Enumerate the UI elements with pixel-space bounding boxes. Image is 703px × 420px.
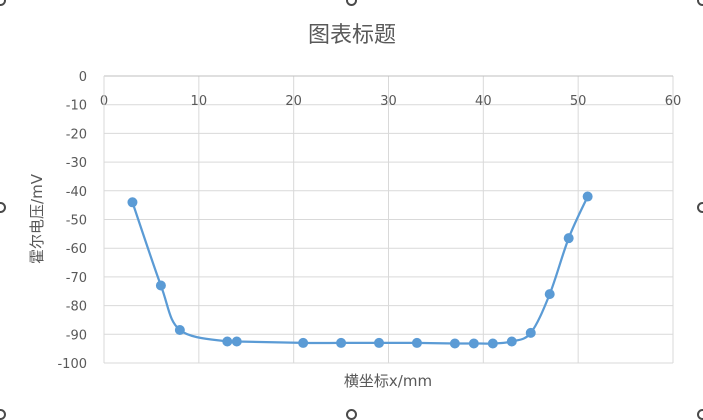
y-tick-label: -20 bbox=[66, 127, 87, 142]
y-tick-label: -10 bbox=[66, 99, 87, 114]
x-tick-label: 10 bbox=[191, 94, 208, 109]
data-point bbox=[128, 198, 137, 207]
data-point bbox=[583, 192, 592, 201]
data-point bbox=[337, 338, 346, 347]
y-tick-label: -70 bbox=[66, 271, 87, 286]
series-line bbox=[132, 197, 587, 344]
chart-title: 图表标题 bbox=[308, 23, 396, 48]
data-point bbox=[232, 337, 241, 346]
x-axis-title: 横坐标x/mm bbox=[344, 372, 432, 390]
y-tick-label: -50 bbox=[66, 214, 87, 229]
data-point bbox=[488, 339, 497, 348]
series-layer bbox=[128, 192, 592, 348]
data-point bbox=[412, 338, 421, 347]
x-tick-label: 60 bbox=[665, 94, 682, 109]
y-tick-label: -90 bbox=[66, 328, 87, 343]
data-point bbox=[564, 234, 573, 243]
data-point bbox=[223, 337, 232, 346]
data-point bbox=[526, 328, 535, 337]
y-tick-label: -40 bbox=[66, 185, 87, 200]
data-point bbox=[375, 338, 384, 347]
data-point bbox=[156, 281, 165, 290]
y-tick-label: -100 bbox=[57, 357, 87, 372]
data-point bbox=[299, 338, 308, 347]
data-point bbox=[507, 337, 516, 346]
data-point bbox=[469, 339, 478, 348]
x-tick-label: 30 bbox=[380, 94, 397, 109]
x-tick-label: 20 bbox=[285, 94, 302, 109]
y-tick-label: -30 bbox=[66, 156, 87, 171]
resize-handle-middle-right[interactable] bbox=[697, 202, 703, 213]
data-point bbox=[175, 325, 184, 334]
x-tick-label: 40 bbox=[475, 94, 492, 109]
y-axis-title: 霍尔电压/mV bbox=[28, 173, 46, 264]
y-tick-label: -60 bbox=[66, 242, 87, 257]
y-tick-label: -80 bbox=[66, 300, 87, 315]
x-tick-label: 50 bbox=[570, 94, 587, 109]
y-tick-label: 0 bbox=[79, 70, 87, 85]
data-point bbox=[450, 339, 459, 348]
data-point bbox=[545, 290, 554, 299]
grid-layer bbox=[104, 76, 673, 363]
